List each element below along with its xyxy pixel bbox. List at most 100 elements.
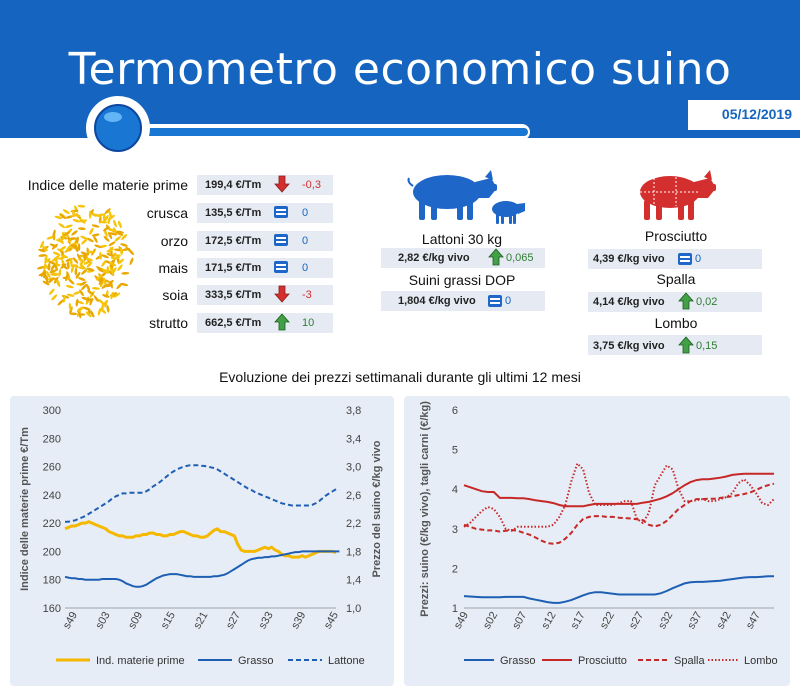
series-line-spalla <box>463 482 775 545</box>
y-tick-label: 160 <box>43 603 61 615</box>
materia-change: 10 <box>302 317 315 329</box>
thermometer-fill <box>130 128 528 136</box>
lattoni-value-box <box>381 248 545 268</box>
arrow-up-icon <box>678 336 694 354</box>
x-tick-label: s02 <box>481 610 500 631</box>
materia-value: 172,5 €/Tm <box>205 235 262 247</box>
series-line-ind-materie-prime <box>64 520 337 559</box>
x-tick-label: s07 <box>510 610 529 631</box>
report-date: 05/12/2019 <box>721 106 792 122</box>
lombo-value: 3,75 €/kg vivo <box>593 340 665 352</box>
y-tick-label: 260 <box>43 462 61 474</box>
materia-value-box <box>197 175 333 195</box>
materia-value-box <box>197 203 333 223</box>
series-line-prosciutto <box>463 472 774 508</box>
materia-change: -3 <box>302 289 312 301</box>
materia-value: 199,4 €/Tm <box>205 179 262 191</box>
legend-label: Prosciutto <box>578 655 627 667</box>
lattoni-change: 0,065 <box>506 252 534 264</box>
chart-left-panel: 300 280 260 240 220 200 180 160 3,8 3,4 3,0 2,6 2,2 1… <box>10 396 394 686</box>
thermometer-bulb-core <box>94 104 142 152</box>
materia-change: 0 <box>302 207 309 219</box>
x-tick-label: s32 <box>656 610 675 631</box>
legend-label: Lattone <box>328 655 365 667</box>
lombo-change: 0,15 <box>696 340 718 352</box>
arrow-up-icon <box>274 313 290 331</box>
pig-blue-icon <box>407 170 525 224</box>
x-tick-label: s12 <box>539 610 558 631</box>
legend-label: Grasso <box>238 655 273 667</box>
date-box <box>688 100 800 130</box>
materia-label: Indice delle materie prime <box>27 177 188 193</box>
prosciutto-label: Prosciutto <box>644 228 708 244</box>
materia-value: 662,5 €/Tm <box>205 317 262 329</box>
spalla-value-box <box>588 292 762 312</box>
x-tick-label: s15 <box>159 610 178 631</box>
y-tick-label: 240 <box>43 490 61 502</box>
y-tick-label: 280 <box>43 433 61 445</box>
materia-change: 0 <box>302 262 309 274</box>
grassi-change: 0 <box>505 295 512 307</box>
series-line-grasso <box>463 575 774 604</box>
y-tick-label: 1 <box>452 603 458 615</box>
prosciutto-value-box <box>588 249 762 269</box>
materia-change: -0,3 <box>302 179 321 191</box>
y-tick-label: 4 <box>452 484 458 496</box>
lattoni-value: 2,82 €/kg vivo <box>398 252 470 264</box>
grassi-value-box <box>381 291 545 311</box>
chart-materie-suino: 300 280 260 240 220 200 180 160 3,8 3,4 3,0 2,6 2,2 1… <box>19 405 383 667</box>
x-tick-label: s49 <box>61 610 80 631</box>
y2-tick-label: 3,0 <box>346 462 361 474</box>
equal-icon <box>274 261 288 273</box>
grassi-value: 1,804 €/kg vivo <box>398 295 476 307</box>
lombo-label: Lombo <box>654 315 698 331</box>
materia-label: soia <box>162 287 188 303</box>
x-tick-label: s47 <box>744 610 763 631</box>
x-tick-label: s21 <box>191 610 210 631</box>
x-tick-label: s09 <box>126 610 145 631</box>
arrow-up-icon <box>678 292 694 310</box>
arrow-down-icon <box>274 285 290 303</box>
materia-label: orzo <box>160 233 188 249</box>
y-tick-label: 300 <box>43 405 61 417</box>
spalla-label: Spalla <box>656 271 696 287</box>
grain-pile-icon <box>37 204 135 319</box>
pig-cuts-icon <box>640 170 716 220</box>
x-tick-label: s37 <box>685 610 704 631</box>
materia-label: mais <box>158 260 188 276</box>
y2-tick-label: 1,4 <box>346 575 361 587</box>
grassi-label: Suini grassi DOP <box>408 272 516 288</box>
materia-value: 333,5 €/Tm <box>205 289 262 301</box>
x-tick-label: s33 <box>257 610 276 631</box>
y-tick-label: 2 <box>452 563 458 575</box>
section-title: Evoluzione dei prezzi settimanali durant… <box>219 369 581 385</box>
y2-tick-label: 1,0 <box>346 603 361 615</box>
y-tick-label: 220 <box>43 518 61 530</box>
x-tick-label: s27 <box>224 610 243 631</box>
x-tick-label: s39 <box>289 610 308 631</box>
y-tick-label: 180 <box>43 575 61 587</box>
lombo-value-box <box>588 335 762 355</box>
materia-value-box <box>197 258 333 278</box>
y2-axis-label: Prezzo del suino €/kg vivo <box>371 440 383 577</box>
equal-icon <box>678 253 692 265</box>
equal-icon <box>488 295 502 307</box>
y-tick-label: 6 <box>452 405 458 417</box>
y2-tick-label: 2,6 <box>346 490 361 502</box>
equal-icon <box>274 206 288 218</box>
arrow-up-icon <box>488 248 504 266</box>
legend-label: Grasso <box>500 655 535 667</box>
series-line-lattone <box>65 464 337 523</box>
x-tick-label: s17 <box>569 610 588 631</box>
spalla-change: 0,02 <box>696 296 718 308</box>
y-tick-label: 5 <box>452 445 458 457</box>
materia-value-box <box>197 313 333 333</box>
y-axis-label: Prezzi: suino (€/kg vivo), tagli carni (… <box>419 401 431 617</box>
y2-tick-label: 2,2 <box>346 518 361 530</box>
series-line-lombo <box>463 461 775 532</box>
y-tick-label: 3 <box>452 524 458 536</box>
materia-value-box <box>197 285 333 305</box>
y2-tick-label: 3,8 <box>346 405 361 417</box>
arrow-down-icon <box>274 175 290 193</box>
